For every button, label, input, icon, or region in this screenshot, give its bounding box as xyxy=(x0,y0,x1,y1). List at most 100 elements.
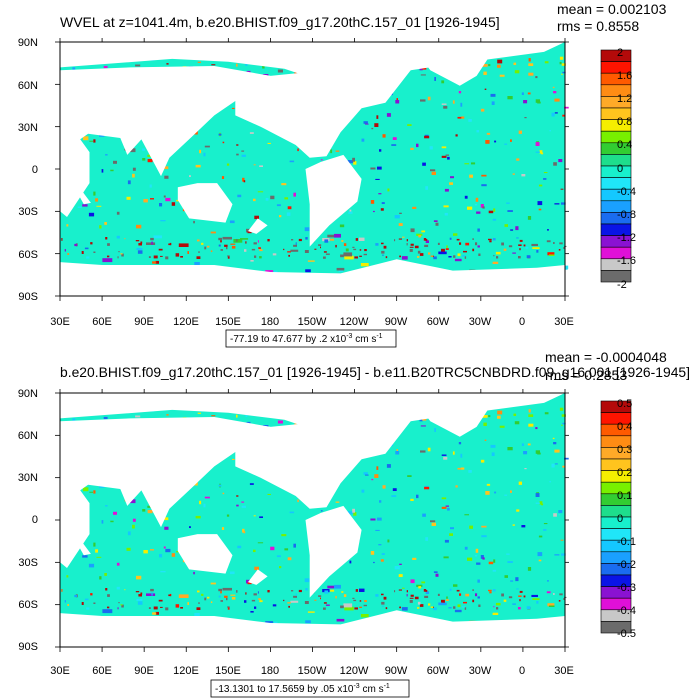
field-cell xyxy=(159,203,163,207)
field-cell xyxy=(525,246,529,249)
field-cell xyxy=(334,584,341,589)
field-cell xyxy=(196,256,201,259)
field-cell xyxy=(66,575,69,578)
colorbar-label: 0.4 xyxy=(617,139,632,151)
field-cell xyxy=(449,533,453,536)
field-cell xyxy=(535,76,538,79)
field-cell xyxy=(207,245,210,248)
colorbar-label: 1.2 xyxy=(617,93,632,105)
field-cell xyxy=(515,226,519,231)
field-cell xyxy=(491,101,495,105)
field-cell xyxy=(168,243,171,246)
field-cell xyxy=(267,590,270,593)
land-madagascar xyxy=(76,536,91,556)
field-cell xyxy=(410,579,415,584)
field-cell xyxy=(164,166,169,170)
field-cell xyxy=(220,600,223,602)
lon-label: 30E xyxy=(50,316,70,328)
field-cell xyxy=(519,590,523,593)
field-cell xyxy=(142,509,146,512)
field-cell xyxy=(74,594,77,598)
field-cell xyxy=(340,605,344,609)
lon-label: 30W xyxy=(469,316,492,328)
field-cell xyxy=(425,591,429,594)
field-cell xyxy=(516,588,519,590)
colorbar-swatch xyxy=(600,165,632,178)
field-cell xyxy=(425,239,428,241)
field-cell xyxy=(298,238,302,242)
field-cell xyxy=(171,202,176,206)
field-cell xyxy=(493,606,495,608)
field-cell xyxy=(150,198,154,200)
field-cell xyxy=(561,202,566,205)
field-cell xyxy=(295,242,297,245)
field-cell xyxy=(419,253,424,256)
field-cell xyxy=(399,255,401,258)
field-cell xyxy=(559,242,563,245)
field-cell xyxy=(433,571,438,573)
field-cell xyxy=(433,256,437,260)
field-cell xyxy=(121,253,124,257)
field-cell xyxy=(220,591,222,594)
field-cell xyxy=(241,501,245,503)
field-cell xyxy=(398,574,403,577)
field-cell xyxy=(480,108,485,112)
field-cell xyxy=(236,495,239,497)
field-cell xyxy=(166,414,169,416)
field-cell xyxy=(476,130,479,133)
field-cell xyxy=(535,493,540,497)
field-cell xyxy=(88,563,95,568)
field-cell xyxy=(552,437,555,440)
field-cell xyxy=(382,485,386,489)
field-cell xyxy=(561,414,566,417)
field-cell xyxy=(236,144,239,146)
field-cell xyxy=(394,590,396,593)
field-cell xyxy=(441,454,447,456)
field-cell xyxy=(265,198,269,201)
field-cell xyxy=(220,249,223,251)
field-cell xyxy=(253,593,257,596)
field-cell xyxy=(120,253,123,255)
field-cell xyxy=(233,239,243,243)
colorbar-swatch xyxy=(600,270,632,283)
field-cell xyxy=(497,415,501,419)
field-cell xyxy=(519,239,523,242)
lat-label: 60S xyxy=(18,249,38,261)
field-cell xyxy=(110,169,114,172)
field-cell xyxy=(244,249,247,252)
field-cell xyxy=(382,605,384,607)
field-cell xyxy=(425,240,429,243)
field-cell xyxy=(492,569,497,572)
field-cell xyxy=(441,248,445,252)
field-cell xyxy=(187,602,189,605)
field-cell xyxy=(117,256,119,259)
field-cell xyxy=(410,498,414,501)
field-cell xyxy=(558,159,563,163)
field-cell xyxy=(334,233,341,238)
field-cell xyxy=(461,606,466,608)
field-cell xyxy=(127,180,131,185)
lon-label: 150E xyxy=(215,665,241,677)
field-cell xyxy=(198,602,200,604)
lon-label: 120E xyxy=(173,316,199,328)
lat-label: 30N xyxy=(18,472,38,484)
land-eurasia xyxy=(60,417,285,528)
colorbar-swatch xyxy=(600,505,632,518)
field-cell xyxy=(218,588,222,592)
land-antarctica xyxy=(60,259,565,296)
field-cell xyxy=(478,604,481,607)
field-cell xyxy=(421,581,426,584)
field-cell xyxy=(150,549,154,551)
field-cell xyxy=(490,444,496,448)
field-cell xyxy=(165,197,171,202)
field-cell xyxy=(314,599,317,601)
field-cell xyxy=(110,520,114,523)
field-cell xyxy=(379,500,382,503)
field-cell xyxy=(270,546,275,551)
field-cell xyxy=(492,612,499,615)
field-cell xyxy=(406,243,408,246)
field-cell xyxy=(287,251,291,253)
field-cell xyxy=(486,132,491,135)
field-cell xyxy=(258,247,261,249)
field-cell xyxy=(407,124,412,126)
